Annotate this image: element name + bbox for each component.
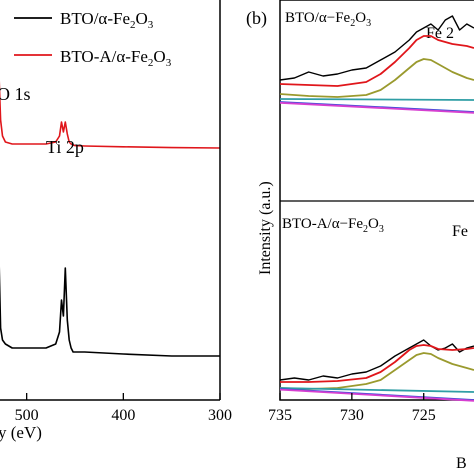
panel-b-bottom-background-3	[279, 388, 474, 402]
panel-b-top-title: BTO/α−Fe2O3	[285, 10, 371, 29]
panel-b-bottom-fit-peak	[279, 352, 474, 390]
panel-b-ticks: 735 730 725	[268, 393, 436, 424]
panel-a-series-bto-a	[0, 80, 221, 149]
panel-b-y-label: Intensity (a.u.)	[257, 181, 274, 275]
panel-a: 500 400 300 y (eV) BTO/α-Fe2O3 BTO-A/α-Fe2…	[0, 0, 232, 442]
panel-b-frame	[279, 0, 474, 401]
panel-a-tick-label: 400	[111, 407, 135, 424]
panel-a-series-bto	[0, 266, 220, 357]
panel-b-label: (b)	[246, 8, 267, 29]
panel-a-legend: BTO/α-Fe2O3 BTO-A/α-Fe2O3	[14, 9, 172, 69]
panel-b-tick-label: 730	[340, 407, 364, 424]
panel-b-tick-label: 725	[412, 407, 436, 424]
panel-b-top-background-1	[279, 98, 474, 101]
panel-b-bottom-background-1	[279, 387, 474, 393]
panel-b-top-background-3	[279, 101, 474, 114]
legend-label-bto-a: BTO-A/α-Fe2O3	[60, 47, 172, 69]
panel-a-x-label: y (eV)	[0, 423, 42, 442]
panel-b-top-fit-peak	[279, 58, 474, 98]
panel-b-bottom-annotation: Fe	[452, 223, 468, 240]
panel-b-bottom-envelope	[280, 344, 474, 383]
panel-b-bottom-title: BTO-A/α−Fe2O3	[282, 216, 384, 235]
panel-a-ticks: 500 400 300	[15, 393, 232, 424]
annotation-o1s: O 1s	[0, 84, 31, 104]
panel-b: (b) BTO/α−Fe2O3 Fe 2 BTO-A/α−Fe2O3 Fe 73…	[246, 0, 474, 472]
panel-b-x-label: B	[456, 455, 467, 472]
legend-label-bto: BTO/α-Fe2O3	[60, 9, 154, 31]
panel-b-bottom-measured	[279, 339, 474, 381]
annotation-ti2p: Ti 2p	[46, 137, 84, 157]
panel-b-tick-label: 735	[268, 407, 292, 424]
panel-b-series	[279, 15, 474, 402]
panel-a-tick-label: 500	[15, 407, 39, 424]
panel-b-top-envelope	[279, 35, 474, 87]
panel-b-top-measured	[279, 15, 474, 81]
panel-a-tick-label: 300	[208, 407, 232, 424]
